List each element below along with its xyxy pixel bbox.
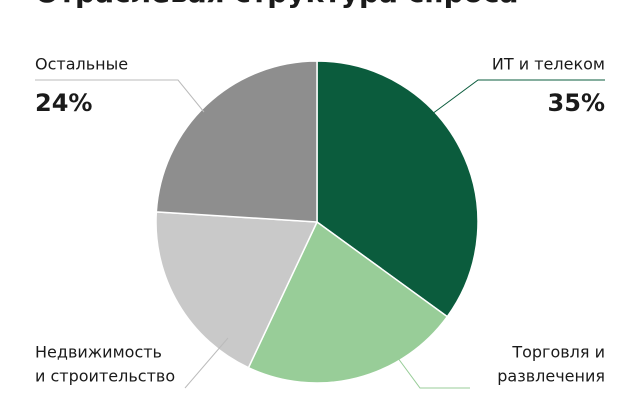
slice-label: Торговля и	[511, 343, 605, 362]
pie-slice	[316, 60, 479, 318]
pie-slice	[155, 211, 319, 369]
slice-label: ИТ и телеком	[492, 55, 605, 74]
slice-label: Остальные	[35, 55, 128, 74]
pie-slice	[155, 60, 318, 223]
leader-line	[184, 337, 229, 389]
slice-label: Недвижимость	[35, 343, 162, 362]
leader-line	[35, 79, 205, 113]
leader-line	[431, 79, 605, 115]
slice-label: развлечения	[497, 367, 605, 386]
value-label: 24%	[35, 89, 92, 117]
leader-line	[391, 349, 470, 389]
chart-title: Отраслевая структура спроса	[35, 0, 518, 9]
slice-label: и строительство	[35, 367, 175, 386]
value-label: 35%	[548, 89, 605, 117]
